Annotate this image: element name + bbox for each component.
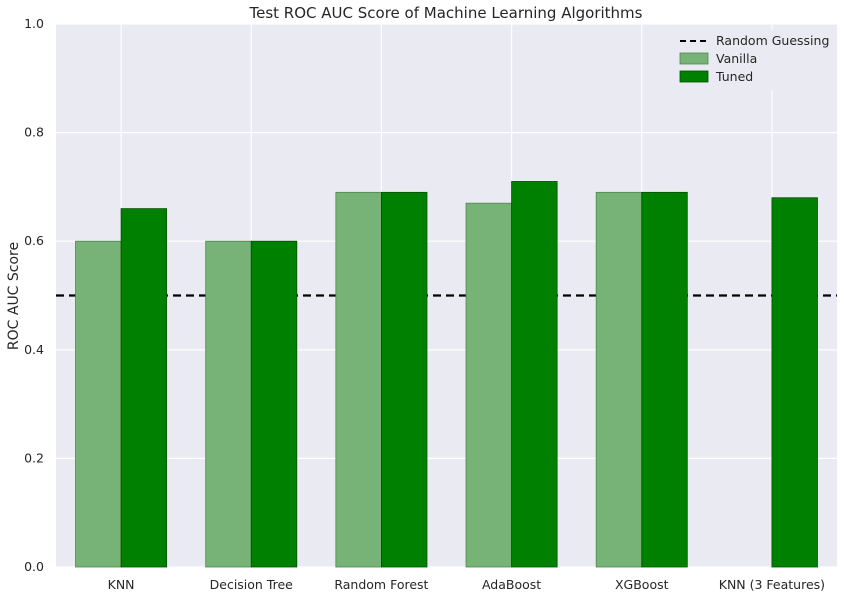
legend: Random Guessing Vanilla Tuned (670, 30, 830, 90)
y-tick-label: 0.8 (24, 125, 44, 140)
y-tick-label: 0.0 (24, 559, 44, 574)
y-axis-label: ROC AUC Score (6, 242, 22, 350)
y-tick-labels: 0.0 0.2 0.4 0.6 0.8 1.0 (24, 16, 44, 574)
bar-vanilla-random-forest (335, 191, 382, 568)
bar-tuned-decision-tree (250, 240, 298, 568)
x-tick-label: KNN (108, 577, 135, 592)
x-tick-label: XGBoost (615, 577, 669, 592)
y-tick-label: 0.4 (24, 342, 44, 357)
bar-tuned-random-forest (381, 191, 428, 568)
bars (75, 181, 818, 568)
bar-vanilla-decision-tree (205, 240, 252, 568)
y-tick-label: 1.0 (24, 16, 44, 31)
y-tick-label: 0.2 (24, 450, 44, 465)
x-tick-label: AdaBoost (482, 577, 541, 592)
bar-tuned-xgboost (641, 191, 688, 568)
y-tick-label: 0.6 (24, 233, 44, 248)
x-tick-labels: KNN Decision Tree Random Forest AdaBoost XGB… (108, 577, 825, 592)
legend-label-tuned: Tuned (715, 69, 753, 84)
x-tick-label: KNN (3 Features) (719, 577, 825, 592)
bar-tuned-adaboost (511, 181, 558, 568)
legend-label-random-guessing: Random Guessing (716, 33, 829, 48)
x-tick-label: Decision Tree (210, 577, 294, 592)
bar-vanilla-adaboost (465, 202, 512, 568)
legend-marker-vanilla (679, 52, 709, 65)
chart-title: Test ROC AUC Score of Machine Learning A… (249, 4, 643, 22)
bar-tuned-knn (120, 208, 168, 568)
legend-label-vanilla: Vanilla (716, 51, 757, 66)
bar-vanilla-knn (75, 240, 122, 568)
x-tick-label: Random Forest (334, 577, 428, 592)
bar-tuned-knn-3-features- (771, 197, 818, 568)
legend-marker-tuned (679, 70, 709, 83)
bar-vanilla-xgboost (595, 191, 643, 568)
